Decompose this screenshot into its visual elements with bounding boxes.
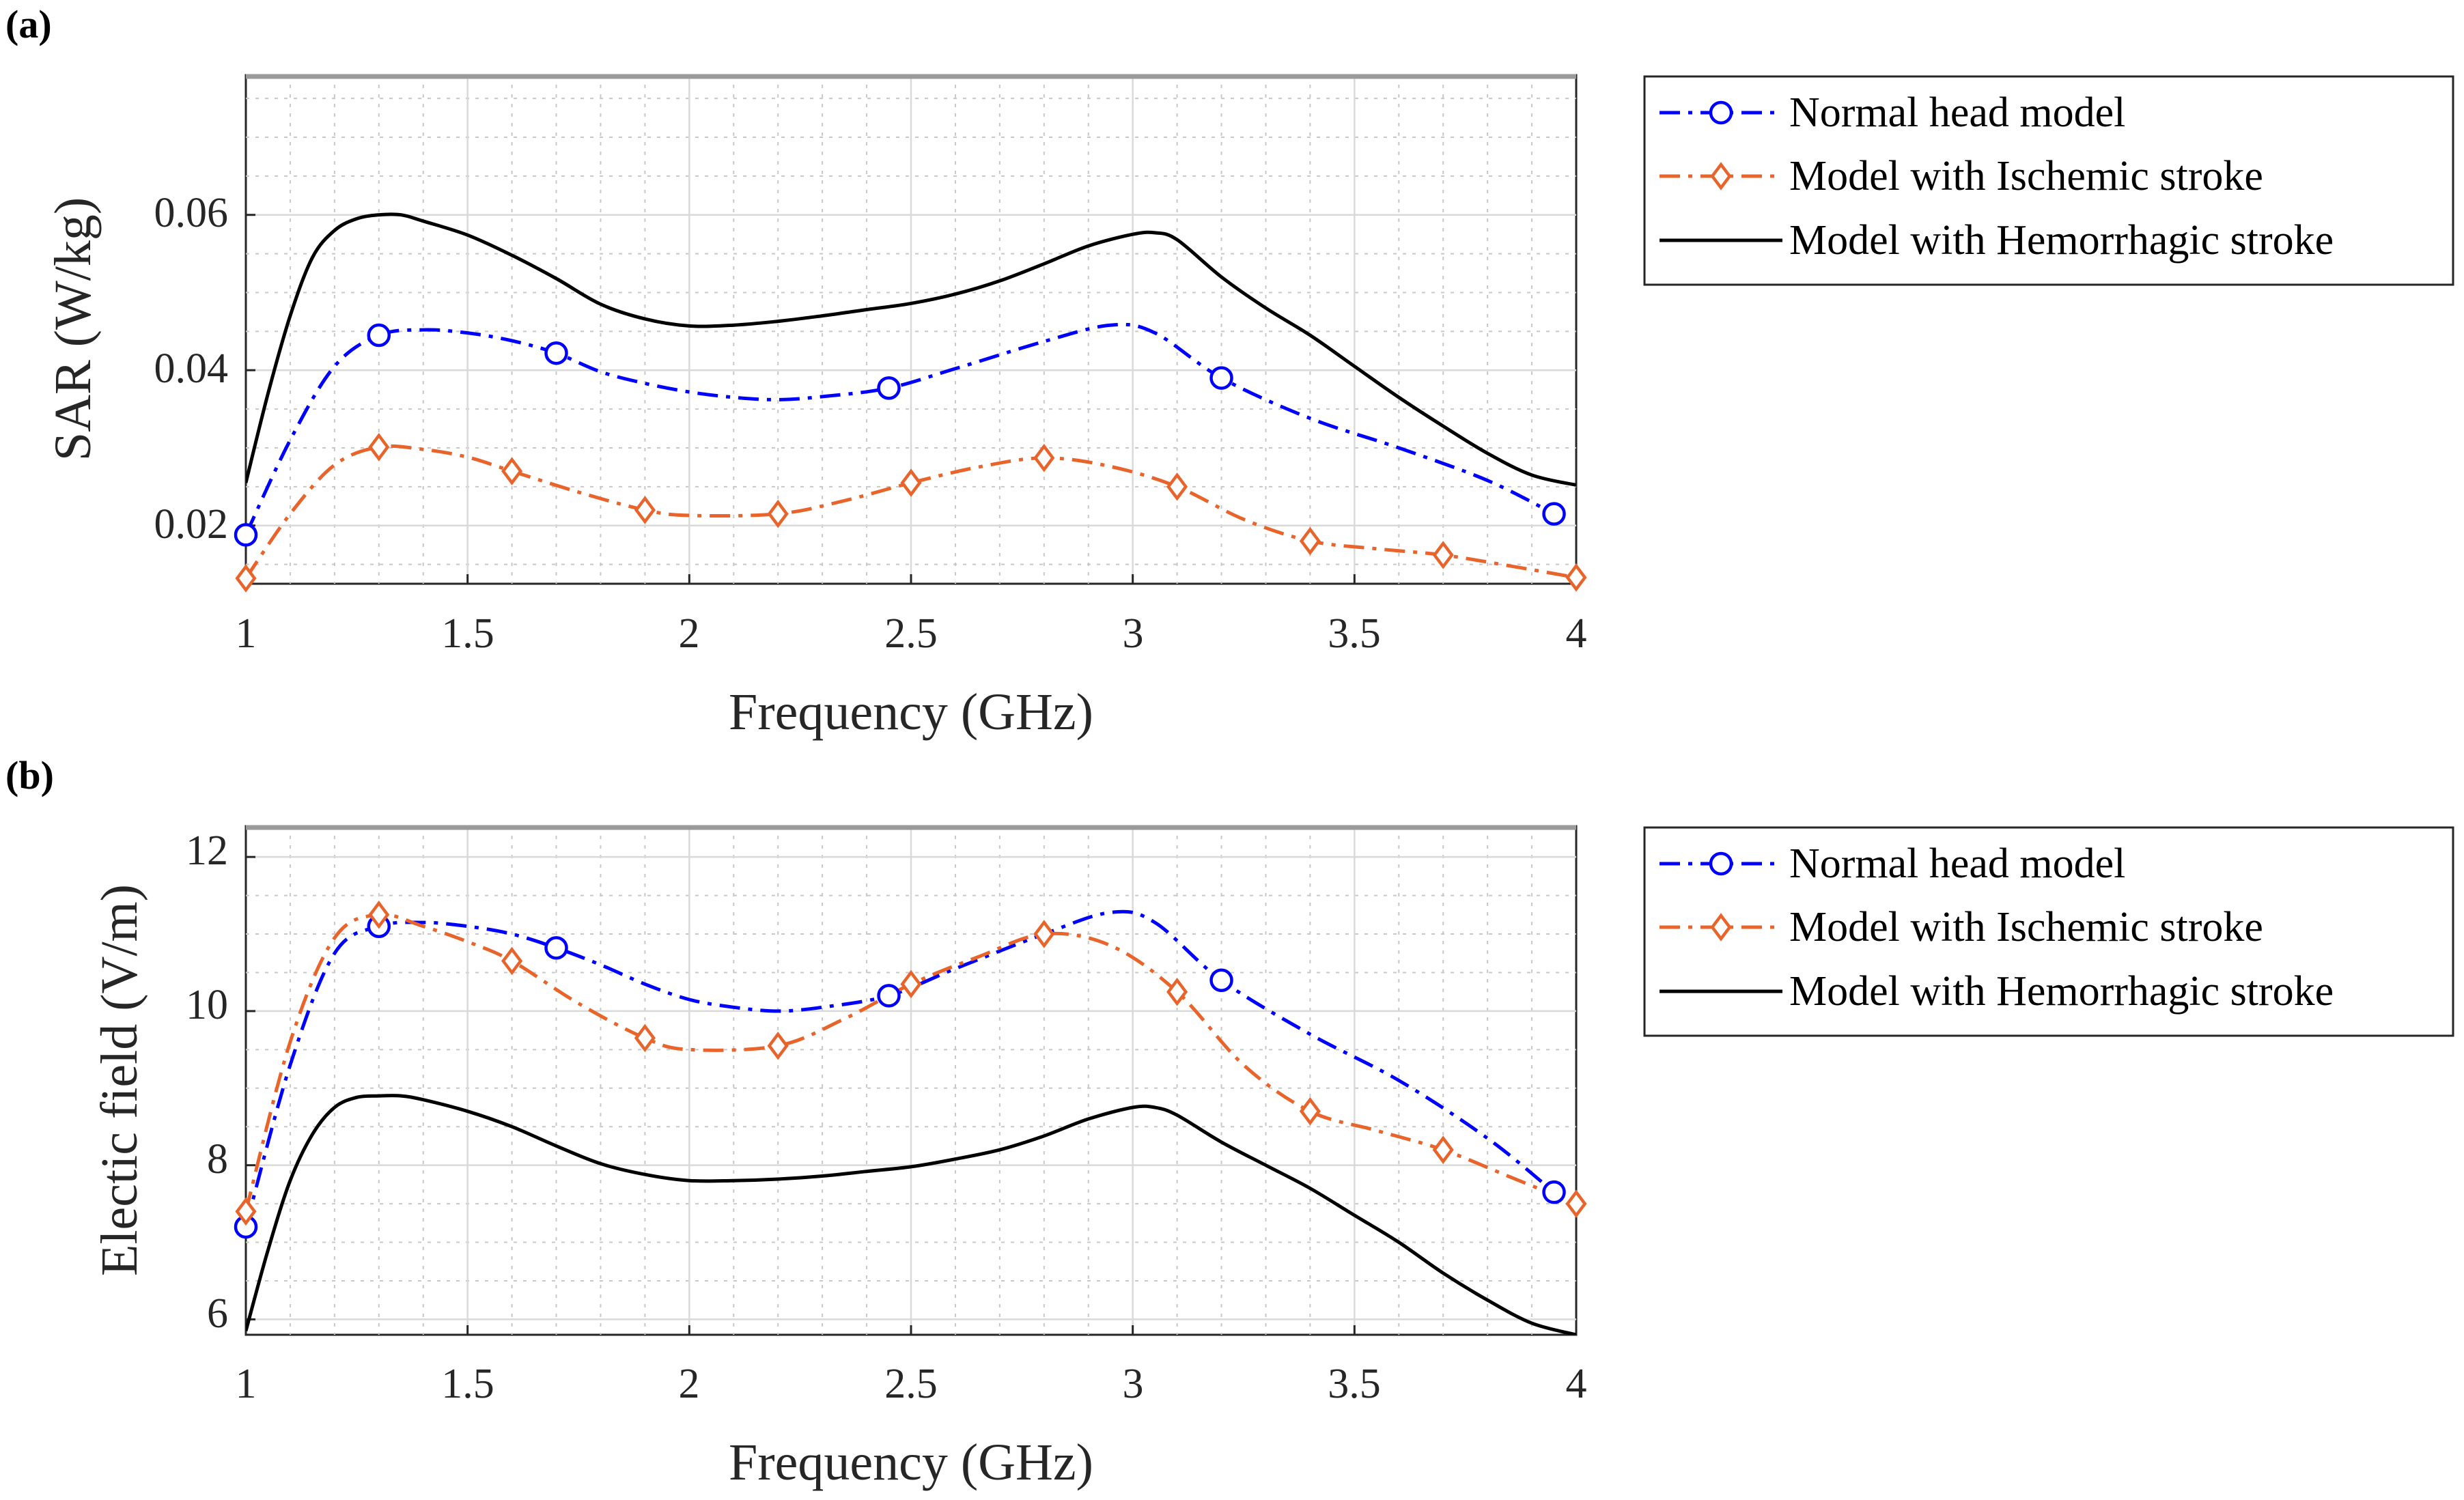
normal-head-marker-b: [1209, 968, 1233, 993]
ischemic-stroke-marker-b: [1299, 1096, 1321, 1126]
y-tick-a: 0.04: [154, 345, 229, 392]
ischemic-stroke-marker-b: [767, 1031, 789, 1060]
normal-head-marker-b: [544, 936, 568, 960]
x-tick-labels-a: 1 1.5 2 2.5 3 3.5 4: [236, 610, 1587, 657]
legend-label-hemorrhagic-b: Model with Hemorrhagic stroke: [1789, 968, 2334, 1015]
x-tick-b: 4: [1566, 1361, 1587, 1407]
x-axis-label-b: Frequency (GHz): [729, 1434, 1093, 1491]
legend-label-hemorrhagic-a: Model with Hemorrhagic stroke: [1789, 217, 2334, 264]
legend-icons-b: [1660, 851, 1782, 993]
ischemic-stroke-marker-a: [767, 499, 789, 528]
x-tick-labels-b: 1 1.5 2 2.5 3 3.5 4: [236, 1361, 1587, 1407]
x-tick-b: 3: [1123, 1361, 1144, 1407]
ischemic-stroke-marker-a: [1565, 563, 1587, 592]
x-tick-b: 1: [236, 1361, 257, 1407]
ischemic-stroke-marker-a: [1432, 541, 1454, 569]
ischemic-stroke-marker-a: [1299, 526, 1321, 556]
normal-head-marker-a: [1542, 502, 1566, 526]
ischemic-stroke-marker-b: [900, 970, 922, 999]
ischemic-stroke-marker-a: [634, 496, 656, 524]
ischemic-stroke-marker-a: [900, 468, 922, 497]
ischemic-stroke-marker-a: [235, 564, 257, 593]
x-tick-a: 2: [679, 610, 700, 657]
legend-label-ischemic-a: Model with Ischemic stroke: [1789, 153, 2263, 199]
normal-head-line-b: [246, 909, 1556, 1228]
ischemic-stroke-marker-a: [368, 433, 390, 462]
legend-icons-a: [1660, 100, 1782, 242]
normal-head-marker-a: [877, 376, 901, 400]
y-tick-b: 12: [186, 827, 228, 874]
ischemic-stroke-marker-b: [368, 901, 390, 929]
legend-label-ischemic-b: Model with Ischemic stroke: [1789, 904, 2263, 950]
y-tick-b: 6: [207, 1290, 228, 1337]
normal-head-marker-a: [234, 523, 258, 547]
y-axis-label-a: SAR (W/kg): [44, 197, 102, 461]
ischemic-stroke-marker-b: [1166, 977, 1188, 1006]
ischemic-stroke-marker-b: [1432, 1135, 1454, 1164]
legend-label-normal-b: Normal head model: [1789, 840, 2125, 887]
x-axis-label-a: Frequency (GHz): [729, 683, 1093, 741]
x-tick-a: 2.5: [884, 610, 938, 657]
legend-a: Normal head model Model with Ischemic st…: [1643, 75, 2454, 286]
panel-b: (b) 1 1.5 2 2.5 3 3.5 4 6 8 10 12 Freque…: [5, 753, 1587, 1491]
markers-layer-a: [234, 323, 1587, 593]
x-tick-a: 1: [236, 610, 257, 657]
hemorrhagic-stroke-line-b: [246, 1094, 1576, 1335]
legend-label-normal-a: Normal head model: [1789, 89, 2125, 136]
legend-marker-1-b: [1710, 913, 1732, 942]
y-tick-a: 0.06: [154, 190, 229, 236]
y-tick-a: 0.02: [154, 501, 229, 548]
legend-box-b: [1643, 826, 2454, 1037]
y-axis-label-b: Electic field (V/m): [91, 884, 148, 1276]
x-tick-b: 1.5: [441, 1361, 494, 1407]
ischemic-stroke-marker-b: [1565, 1189, 1587, 1218]
x-tick-a: 3.5: [1328, 610, 1381, 657]
ischemic-stroke-marker-b: [501, 946, 523, 976]
ischemic-stroke-marker-a: [501, 457, 523, 485]
ischemic-stroke-marker-a: [1033, 443, 1055, 472]
panel-a: (a) 1 1.5 2 2.5 3 3.5 4 0.02 0.04 0.06 F…: [5, 2, 1587, 741]
normal-head-line-a: [246, 322, 1555, 536]
y-tick-b: 8: [207, 1136, 228, 1183]
y-tick-labels-b: 6 8 10 12: [186, 827, 228, 1337]
normal-head-marker-a: [367, 323, 391, 348]
x-tick-a: 4: [1566, 610, 1587, 657]
normal-head-marker-a: [1209, 366, 1233, 390]
markers-layer-b: [234, 901, 1587, 1239]
y-tick-b: 10: [186, 982, 228, 1028]
ischemic-stroke-marker-b: [634, 1023, 656, 1053]
legend-b: Normal head model Model with Ischemic st…: [1643, 826, 2454, 1037]
legend-box-a: [1643, 75, 2454, 286]
x-tick-b: 2.5: [884, 1361, 938, 1407]
x-tick-a: 3: [1123, 610, 1144, 657]
panel-b-label: (b): [5, 753, 54, 797]
y-tick-labels-a: 0.02 0.04 0.06: [154, 190, 229, 548]
x-tick-b: 2: [679, 1361, 700, 1407]
x-tick-a: 1.5: [441, 610, 494, 657]
ischemic-stroke-marker-a: [1166, 472, 1188, 501]
series-layer-a: [246, 212, 1576, 580]
hemorrhagic-stroke-line-a: [246, 212, 1576, 487]
legend-marker-0-b: [1709, 851, 1733, 876]
ischemic-stroke-marker-b: [235, 1197, 257, 1226]
legend-marker-1-a: [1710, 162, 1732, 190]
x-tick-b: 3.5: [1328, 1361, 1381, 1407]
normal-head-marker-a: [544, 341, 568, 365]
normal-head-marker-b: [1542, 1180, 1566, 1204]
legend-marker-0-a: [1709, 100, 1733, 125]
normal-head-marker-b: [877, 984, 901, 1008]
ischemic-stroke-marker-b: [1033, 920, 1055, 948]
panel-a-label: (a): [5, 2, 52, 46]
